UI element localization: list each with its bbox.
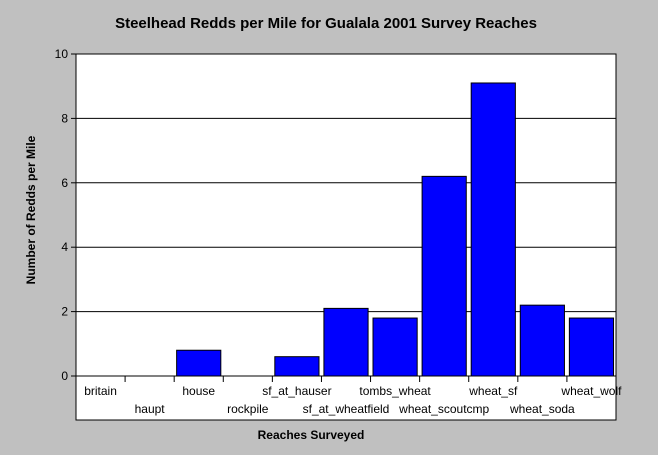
bar	[421, 175, 467, 377]
x-tick-label: house	[182, 384, 215, 398]
bar	[470, 82, 516, 377]
x-tick-label: wheat_sf	[468, 384, 518, 398]
x-tick-label: britain	[84, 384, 117, 398]
bar	[274, 356, 320, 377]
bar	[176, 349, 222, 377]
y-tick-label: 10	[55, 47, 69, 61]
y-tick-label: 6	[61, 176, 68, 190]
x-tick-label: sf_at_hauser	[262, 384, 331, 398]
x-tick-label: wheat_scoutcmp	[398, 402, 489, 416]
y-tick-label: 2	[61, 305, 68, 319]
chart-title: Steelhead Redds per Mile for Gualala 200…	[115, 15, 537, 32]
bar	[568, 317, 615, 377]
x-axis-label: Reaches Surveyed	[258, 428, 365, 442]
x-tick-label: haupt	[135, 402, 166, 416]
x-tick-label: sf_at_wheatfield	[303, 402, 390, 416]
x-tick-label: wheat_soda	[509, 402, 575, 416]
x-tick-label: rockpile	[227, 402, 269, 416]
bar	[519, 304, 565, 377]
bar	[323, 307, 369, 377]
y-tick-label: 0	[61, 369, 68, 383]
plot-area: 0 2 4 6 8 10 britain haupt house rockpile sf_at_ha…	[55, 47, 622, 421]
y-tick-label: 8	[61, 111, 68, 125]
x-tick-label: wheat_wolf	[560, 384, 622, 398]
y-axis-label: Number of Redds per Mile	[24, 135, 38, 284]
y-tick-label: 4	[61, 240, 68, 254]
bar	[372, 317, 418, 377]
x-tick-label: tombs_wheat	[359, 384, 431, 398]
